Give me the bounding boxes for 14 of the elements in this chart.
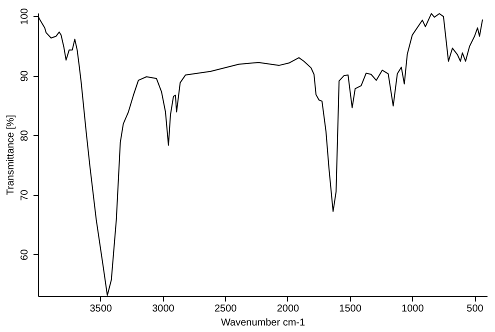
y-tick-label: 90 [20,70,30,82]
x-tick-label: 3500 [90,304,112,314]
x-tick-label: 500 [466,304,484,314]
x-tick-label: 2500 [214,304,238,314]
x-tick-label: 1000 [402,304,424,314]
x-tick-label: 3000 [152,304,175,314]
y-tick-label: 60 [20,248,30,260]
x-axis-title: Wavenumber cm-1 [220,318,306,328]
x-tick-label: 2000 [276,304,300,314]
y-axis-title: Transmittance [%] [6,114,16,196]
x-tick-label: 1500 [339,304,362,314]
y-tick-label: 100 [20,8,30,25]
y-tick-label: 80 [20,130,30,142]
y-tick-label: 70 [20,189,30,201]
